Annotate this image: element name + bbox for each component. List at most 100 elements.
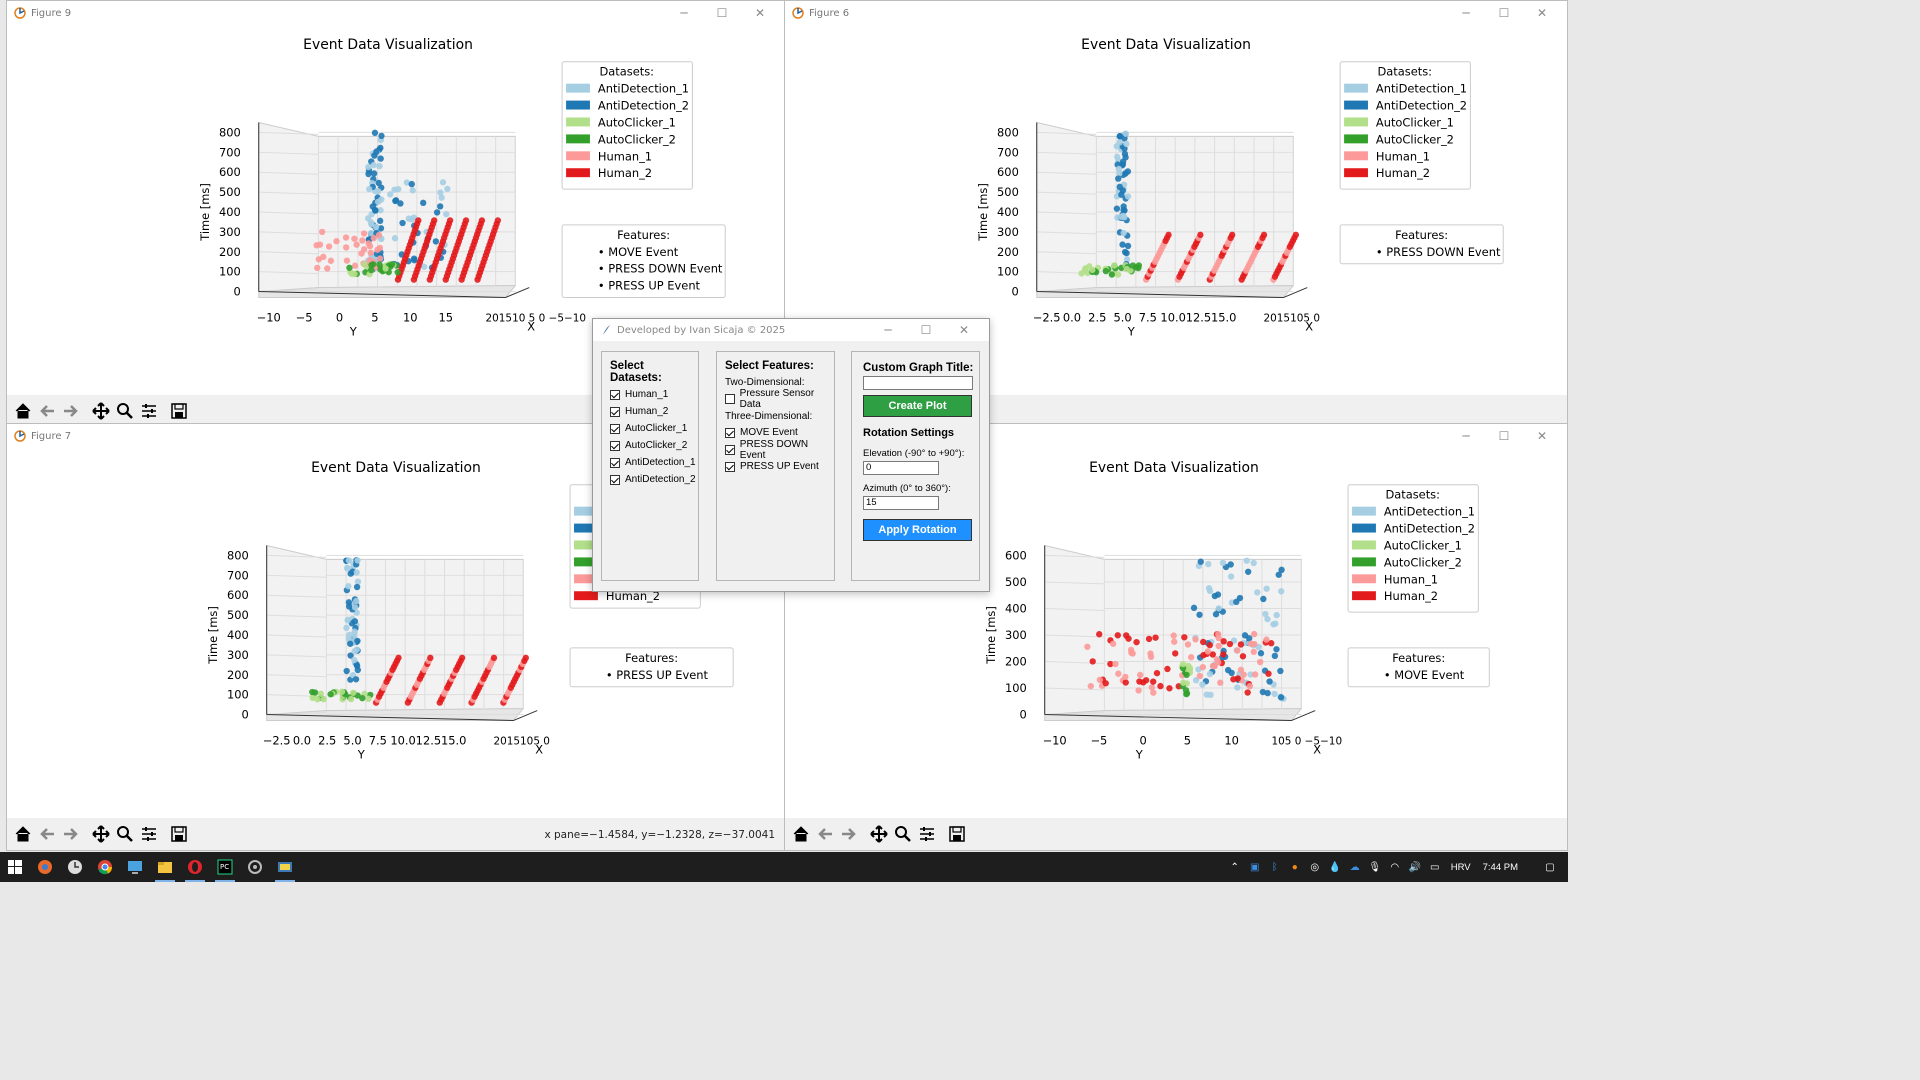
notification-icon[interactable]: ▢	[1545, 861, 1555, 873]
z-tick-label: 200	[1005, 654, 1027, 668]
zoom-icon[interactable]	[114, 823, 136, 845]
configure-subplots-icon[interactable]	[138, 823, 160, 845]
feature-3d-checkbox[interactable]	[725, 427, 735, 438]
back-icon[interactable]	[36, 400, 58, 422]
dataset-checkbox[interactable]	[610, 406, 620, 417]
settings-app-icon[interactable]	[240, 852, 270, 882]
window-titlebar[interactable]: Figure 9 ─ ☐ ✕	[7, 1, 785, 25]
control-dialog[interactable]: Developed by Ivan Sicaja © 2025 ─ ☐ ✕ Sele…	[592, 318, 990, 592]
feature-2d-row[interactable]: Pressure Sensor Data	[725, 388, 834, 410]
pan-icon[interactable]	[90, 400, 112, 422]
maximize-icon[interactable]: ☐	[920, 323, 932, 337]
dataset-row[interactable]: AntiDetection_1	[610, 454, 698, 471]
custom-title-input[interactable]	[863, 376, 973, 390]
window-titlebar[interactable]: Figure 6 ─ ☐ ✕	[785, 1, 1567, 25]
save-icon[interactable]	[168, 400, 190, 422]
save-icon[interactable]	[168, 823, 190, 845]
pan-icon[interactable]	[90, 823, 112, 845]
chart-title: Event Data Visualization	[1081, 37, 1251, 53]
feature-entry: • MOVE Event	[598, 245, 679, 259]
dataset-row[interactable]: Human_1	[610, 386, 698, 403]
scatter-point	[1271, 652, 1279, 660]
volume-icon[interactable]: 🔊	[1408, 861, 1421, 873]
minimize-icon[interactable]: ─	[1462, 429, 1470, 443]
scatter-point	[1239, 653, 1247, 660]
feature-3d-row[interactable]: PRESS DOWN Event	[725, 439, 834, 461]
drop-icon[interactable]: 💧	[1328, 861, 1341, 873]
scatter-point	[1229, 231, 1236, 239]
file-explorer-icon[interactable]	[150, 852, 180, 882]
chrome-icon[interactable]	[90, 852, 120, 882]
plot-area[interactable]: Event Data Visualization 800 700 600 500 400 3…	[7, 448, 785, 818]
zoom-icon[interactable]	[892, 823, 914, 845]
dataset-row[interactable]: AutoClicker_2	[610, 437, 698, 454]
home-icon[interactable]	[12, 400, 34, 422]
plot-area[interactable]: Event Data Visualization 800 700 600 500 400 3…	[785, 25, 1567, 395]
dataset-checkbox[interactable]	[610, 389, 620, 400]
forward-icon[interactable]	[60, 823, 82, 845]
close-icon[interactable]: ✕	[754, 6, 766, 20]
dataset-row[interactable]: AntiDetection_2	[610, 471, 698, 488]
dataset-checkbox[interactable]	[610, 474, 620, 485]
back-icon[interactable]	[36, 823, 58, 845]
feature-2d-checkbox[interactable]	[725, 393, 735, 404]
z-tick-label: 300	[997, 225, 1019, 239]
dataset-checkbox[interactable]	[610, 423, 620, 434]
feature-3d-checkbox[interactable]	[725, 461, 735, 472]
dataset-checkbox[interactable]	[610, 457, 620, 468]
home-icon[interactable]	[12, 823, 34, 845]
clock-app-icon[interactable]	[60, 852, 90, 882]
start-icon[interactable]	[0, 852, 30, 882]
tray-app-icon[interactable]: ◎	[1310, 861, 1320, 873]
elevation-input[interactable]: 0	[863, 461, 939, 475]
scatter-point	[1087, 682, 1094, 690]
minimize-icon[interactable]: ─	[680, 6, 688, 20]
maximize-icon[interactable]: ☐	[1498, 429, 1510, 443]
close-icon[interactable]: ✕	[1536, 429, 1548, 443]
maximize-icon[interactable]: ☐	[716, 6, 728, 20]
feature-3d-row[interactable]: PRESS UP Event	[725, 458, 834, 475]
python-app-icon[interactable]	[270, 852, 300, 882]
feature-3d-checkbox[interactable]	[725, 444, 735, 455]
pycharm-icon[interactable]: PC	[210, 852, 240, 882]
plot-area[interactable]: Event Data Visualization 600 500 400 300 200 1…	[785, 448, 1567, 818]
minimize-icon[interactable]: ─	[884, 323, 892, 337]
zoom-icon[interactable]	[114, 400, 136, 422]
apply-rotation-button[interactable]: Apply Rotation	[863, 519, 972, 541]
dataset-row[interactable]: AutoClicker_1	[610, 420, 698, 437]
chevron-up-icon[interactable]: ⌃	[1230, 861, 1239, 873]
monitor-app-icon[interactable]	[120, 852, 150, 882]
close-icon[interactable]: ✕	[1536, 6, 1548, 20]
figure-window-7[interactable]: Figure 7 Event Data Visualization 800 700 6…	[6, 423, 786, 851]
outlook-icon[interactable]: ▣	[1249, 861, 1260, 873]
language-indicator[interactable]: HRV	[1450, 861, 1471, 873]
maximize-icon[interactable]: ☐	[1498, 6, 1510, 20]
tray-orange-icon[interactable]: ●	[1291, 861, 1298, 873]
configure-subplots-icon[interactable]	[138, 400, 160, 422]
azimuth-input[interactable]: 15	[863, 496, 939, 510]
dialog-titlebar[interactable]: Developed by Ivan Sicaja © 2025 ─ ☐ ✕	[593, 319, 989, 341]
battery-icon[interactable]: ▭	[1429, 861, 1440, 873]
app-pinned-icon[interactable]	[30, 852, 60, 882]
pan-icon[interactable]	[868, 823, 890, 845]
legend-swatch	[1344, 83, 1368, 93]
clock[interactable]: 7:44 PM	[1482, 861, 1518, 873]
minimize-icon[interactable]: ─	[1462, 6, 1470, 20]
configure-subplots-icon[interactable]	[916, 823, 938, 845]
dataset-checkbox[interactable]	[610, 440, 620, 451]
create-plot-button[interactable]: Create Plot	[863, 395, 972, 417]
opera-icon[interactable]	[180, 852, 210, 882]
forward-icon[interactable]	[60, 400, 82, 422]
feature-3d-row[interactable]: MOVE Event	[725, 424, 834, 441]
back-icon[interactable]	[814, 823, 836, 845]
close-icon[interactable]: ✕	[958, 323, 970, 337]
scatter-point	[1119, 158, 1127, 165]
home-icon[interactable]	[790, 823, 812, 845]
wifi-icon[interactable]: ◠	[1390, 861, 1400, 873]
save-icon[interactable]	[946, 823, 968, 845]
bluetooth-icon[interactable]: ᛒ	[1271, 861, 1278, 873]
microphone-icon[interactable]: 🎙	[1368, 861, 1382, 873]
dataset-row[interactable]: Human_2	[610, 403, 698, 420]
forward-icon[interactable]	[838, 823, 860, 845]
onedrive-icon[interactable]: ☁	[1349, 861, 1360, 873]
